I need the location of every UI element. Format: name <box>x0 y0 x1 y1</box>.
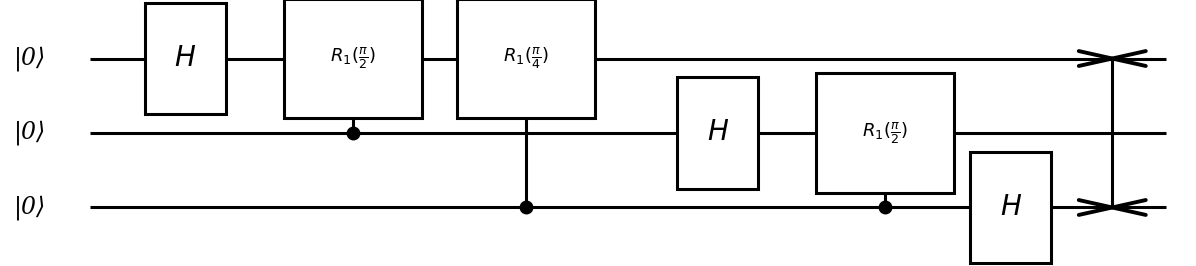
FancyBboxPatch shape <box>285 0 421 118</box>
FancyBboxPatch shape <box>816 73 954 193</box>
Text: |0⟩: |0⟩ <box>14 195 47 220</box>
Text: |0⟩: |0⟩ <box>14 121 47 145</box>
Text: $H$: $H$ <box>175 45 196 72</box>
FancyBboxPatch shape <box>970 152 1051 263</box>
FancyBboxPatch shape <box>457 0 596 118</box>
FancyBboxPatch shape <box>677 77 758 189</box>
Text: $R_1(\frac{\pi}{2})$: $R_1(\frac{\pi}{2})$ <box>330 46 376 71</box>
Text: $R_1(\frac{\pi}{2})$: $R_1(\frac{\pi}{2})$ <box>862 120 908 146</box>
FancyBboxPatch shape <box>145 3 226 114</box>
Text: $H$: $H$ <box>1000 194 1021 221</box>
Text: $R_1(\frac{\pi}{4})$: $R_1(\frac{\pi}{4})$ <box>504 46 549 71</box>
Text: $H$: $H$ <box>707 119 728 147</box>
Text: |0⟩: |0⟩ <box>14 46 47 71</box>
